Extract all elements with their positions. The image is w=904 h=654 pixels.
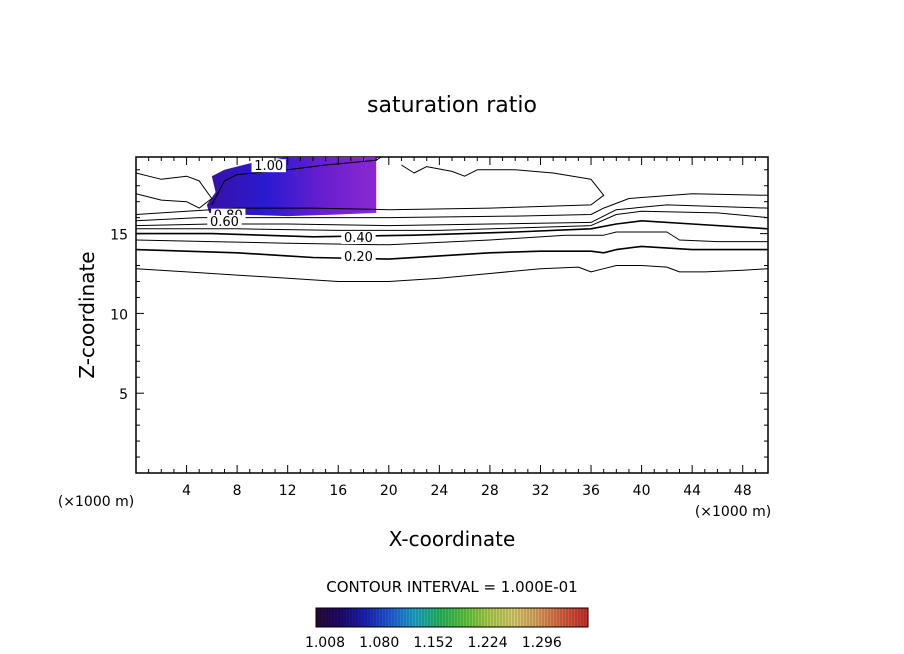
colorbar-tick-label: 1.080 [359,635,399,651]
x-tick-label: 40 [633,483,651,499]
plot-area: 1.000.800.600.400.20 4812162024283236404… [110,156,769,499]
contour-label: 0.40 [344,231,373,246]
contour-label-bg [207,215,242,229]
contour-line-0-3 [136,231,768,246]
colorbar-tick-label: 1.152 [413,635,453,651]
x-tick-label: 20 [380,483,398,499]
x-tick-label: 44 [683,483,701,499]
x-unit-label-left: (×1000 m) [58,494,134,510]
y-tick-label: 15 [110,228,128,244]
y-tick-label: 5 [119,387,128,403]
contour-label-bg [251,159,286,173]
x-tick-label: 28 [481,483,499,499]
colorbar-tick-label: 1.008 [305,635,345,651]
x-tick-label: 36 [582,483,600,499]
contour-label: 0.20 [344,250,373,265]
x-tick-label: 32 [532,483,550,499]
y-tick-label: 10 [110,307,128,323]
x-unit-label-right: (×1000 m) [695,504,771,520]
x-tick-label: 48 [734,483,752,499]
contour-labels: 1.000.800.600.400.20 [207,159,376,265]
colorbar-tick-label: 1.224 [468,635,508,651]
contour-label-bg [341,250,376,264]
contour-line-0-1 [136,265,768,282]
contour-line-0-5 [136,210,768,231]
x-tick-label: 24 [430,483,448,499]
colorbar-fill [315,607,589,628]
chart-title: saturation ratio [367,93,537,118]
x-tick-label: 12 [279,483,297,499]
filled-supersaturation-region [206,157,377,217]
x-tick-label: 4 [182,483,191,499]
contour-line-0-8 [136,164,605,215]
colorbar-tick-label: 1.296 [522,635,562,651]
colorbar-hatch [317,608,586,627]
contour-interval-text: CONTOUR INTERVAL = 1.000E-01 [326,578,577,596]
contour-label: 1.00 [254,159,283,174]
colorbar-ticks: 1.008 1.080 1.152 1.224 1.296 [305,635,562,651]
contour-line-0-4 [136,220,768,238]
y-axis-label: Z-coordinate [75,251,99,378]
x-axis-label: X-coordinate [389,527,516,551]
contour-line-0-2 [136,245,768,260]
x-tick-label: 8 [233,483,242,499]
contour-label: 0.60 [210,215,239,230]
colorbar: 1.008 1.080 1.152 1.224 1.296 [305,607,589,651]
filled-contour-layer [206,157,377,217]
contour-label-bg [341,230,376,244]
contour-line-0-9 [136,172,213,209]
x-tick-label: 16 [329,483,347,499]
